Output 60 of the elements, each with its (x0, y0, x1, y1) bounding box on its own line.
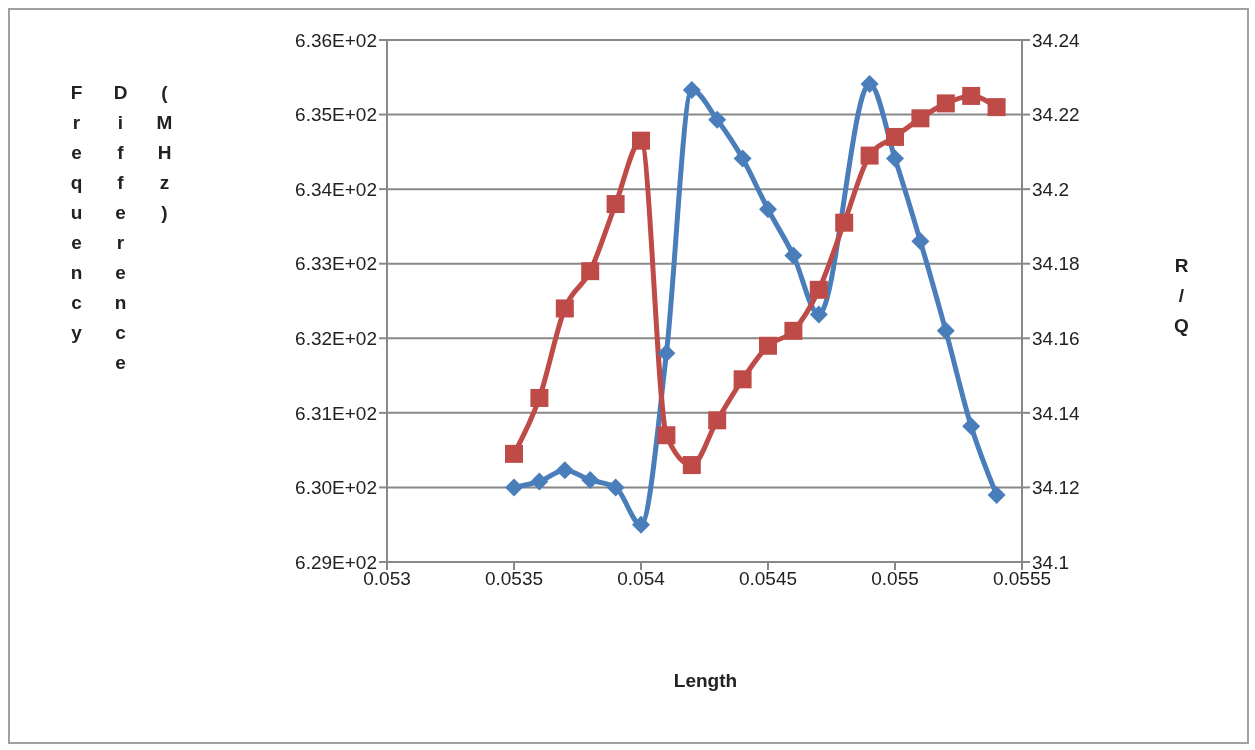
point (555, 461, 574, 480)
point (682, 80, 701, 99)
y-tick-label: 6.35E+02 (295, 104, 377, 126)
point (708, 110, 727, 129)
point (936, 94, 955, 113)
y2-axis-title: R/Q (1170, 255, 1192, 345)
point (936, 321, 955, 340)
point (911, 232, 930, 251)
x-tick-label: 0.055 (871, 568, 919, 590)
point (759, 200, 777, 219)
point (632, 515, 650, 534)
x-axis-title: Length (672, 670, 739, 692)
x-tick-label: 0.0545 (738, 568, 798, 590)
point (555, 299, 574, 318)
y-tick-label: 6.34E+02 (295, 178, 377, 200)
y2-tick-label: 34.16 (1032, 328, 1080, 350)
point (733, 149, 752, 168)
y2-tick-label: 34.2 (1032, 178, 1069, 200)
point (530, 388, 549, 407)
point (632, 131, 650, 150)
point (530, 472, 549, 491)
x-tick-label: 0.054 (617, 568, 666, 590)
point (682, 456, 701, 475)
point (784, 246, 803, 265)
point (657, 426, 676, 445)
y2-tick-label: 34.14 (1032, 402, 1080, 424)
point (835, 213, 854, 232)
point (886, 127, 904, 146)
y2-tick-label: 34.24 (1032, 29, 1080, 51)
y-tick-label: 6.33E+02 (295, 253, 377, 275)
point (962, 417, 981, 436)
point (809, 280, 828, 299)
point (606, 195, 625, 214)
point (962, 86, 981, 105)
y2-tick-label: 34.12 (1032, 477, 1080, 499)
y2-tick-label: 34.18 (1032, 253, 1080, 275)
point (860, 146, 879, 165)
point (606, 478, 625, 497)
point (784, 321, 803, 340)
point (759, 336, 777, 355)
point (581, 470, 600, 489)
point (987, 98, 1006, 117)
text: Frequency Difference (MHz) (66, 82, 175, 382)
y-tick-label: 6.31E+02 (295, 402, 377, 424)
point (987, 485, 1006, 504)
point (505, 444, 523, 463)
point (733, 370, 752, 389)
point (860, 75, 879, 93)
y-tick-label: 6.36E+02 (295, 29, 377, 51)
point (809, 305, 828, 324)
y-tick-label: 6.32E+02 (295, 328, 377, 350)
point (581, 262, 600, 281)
point (505, 478, 523, 497)
point (657, 344, 676, 363)
y-tick-label: 6.30E+02 (295, 477, 377, 499)
point (911, 109, 930, 128)
y2-tick-label: 34.22 (1032, 104, 1080, 126)
point (708, 411, 727, 430)
x-tick-label: 0.0535 (484, 568, 544, 590)
point (886, 149, 904, 168)
